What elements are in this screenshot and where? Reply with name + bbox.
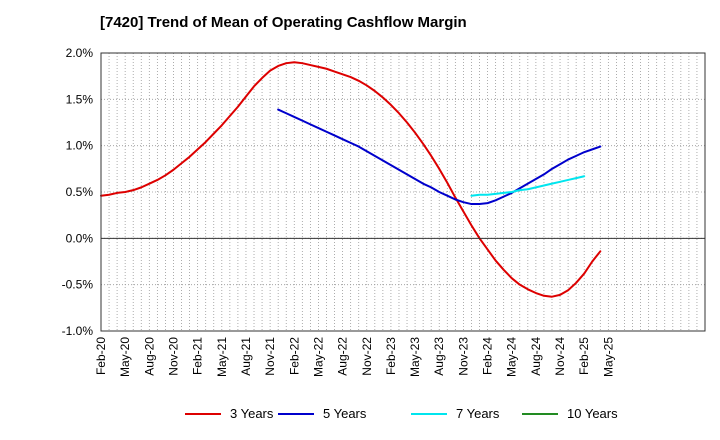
x-tick-label: May-25	[601, 337, 615, 377]
plot-area	[101, 53, 705, 331]
x-tick-label: Aug-22	[336, 337, 350, 376]
legend: 3 Years 5 Years 7 Years 10 Years	[0, 406, 720, 426]
line-chart: 2.0% 1.5% 1.0% 0.5% 0.0% -0.5% -1.0% Feb-20 May…	[62, 46, 706, 377]
x-tick-label: Feb-21	[191, 337, 205, 375]
legend-item: 7 Years	[411, 406, 499, 421]
y-tick-label: 2.0%	[66, 46, 94, 60]
x-tick-label: Nov-21	[263, 337, 277, 376]
legend-label: 10 Years	[567, 406, 618, 421]
x-tick-label: Aug-20	[142, 337, 156, 376]
x-tick-label: Nov-24	[553, 337, 567, 376]
x-tick-label: May-22	[311, 337, 325, 377]
legend-swatch	[278, 412, 314, 415]
x-axis-tick-labels: Feb-20 May-20 Aug-20 Nov-20 Feb-21 May-21 Aug-…	[94, 337, 615, 377]
x-tick-label: Nov-22	[360, 337, 374, 376]
chart-title: [7420] Trend of Mean of Operating Cashfl…	[100, 14, 467, 31]
x-tick-label: Aug-24	[529, 337, 543, 376]
y-axis-tick-labels: 2.0% 1.5% 1.0% 0.5% 0.0% -0.5% -1.0%	[62, 46, 94, 338]
x-tick-label: Feb-24	[481, 337, 495, 375]
legend-item: 5 Years	[278, 406, 366, 421]
x-tick-label: Feb-25	[577, 337, 591, 375]
y-tick-label: -1.0%	[62, 324, 94, 338]
legend-item: 10 Years	[522, 406, 618, 421]
axes	[100, 52, 706, 332]
series-line-5-years	[277, 108, 602, 206]
legend-label: 5 Years	[323, 406, 367, 421]
x-tick-label: Aug-21	[239, 337, 253, 376]
y-tick-label: -0.5%	[62, 278, 94, 292]
x-tick-label: May-23	[408, 337, 422, 377]
legend-swatch	[522, 412, 558, 415]
x-tick-label: May-20	[118, 337, 132, 377]
x-tick-label: Feb-23	[384, 337, 398, 375]
y-tick-label: 0.5%	[66, 185, 94, 199]
x-tick-label: Feb-22	[287, 337, 301, 375]
x-tick-label: May-24	[505, 337, 519, 377]
series-line-7-years	[470, 175, 586, 197]
plot-frame	[100, 52, 706, 332]
x-tick-label: Nov-23	[456, 337, 470, 376]
y-tick-label: 0.0%	[66, 231, 94, 245]
series-lines	[100, 61, 602, 298]
x-tick-label: Nov-20	[166, 337, 180, 376]
x-tick-label: May-21	[215, 337, 229, 377]
legend-label: 7 Years	[456, 406, 500, 421]
series-line-3-years	[100, 61, 602, 298]
x-tick-label: Feb-20	[94, 337, 108, 375]
legend-swatch	[411, 412, 447, 415]
legend-item: 3 Years	[185, 406, 273, 421]
y-tick-label: 1.0%	[66, 139, 94, 153]
legend-swatch	[185, 412, 221, 415]
x-tick-label: Aug-23	[432, 337, 446, 376]
gridlines	[100, 52, 706, 332]
y-tick-label: 1.5%	[66, 92, 94, 106]
legend-label: 3 Years	[230, 406, 274, 421]
